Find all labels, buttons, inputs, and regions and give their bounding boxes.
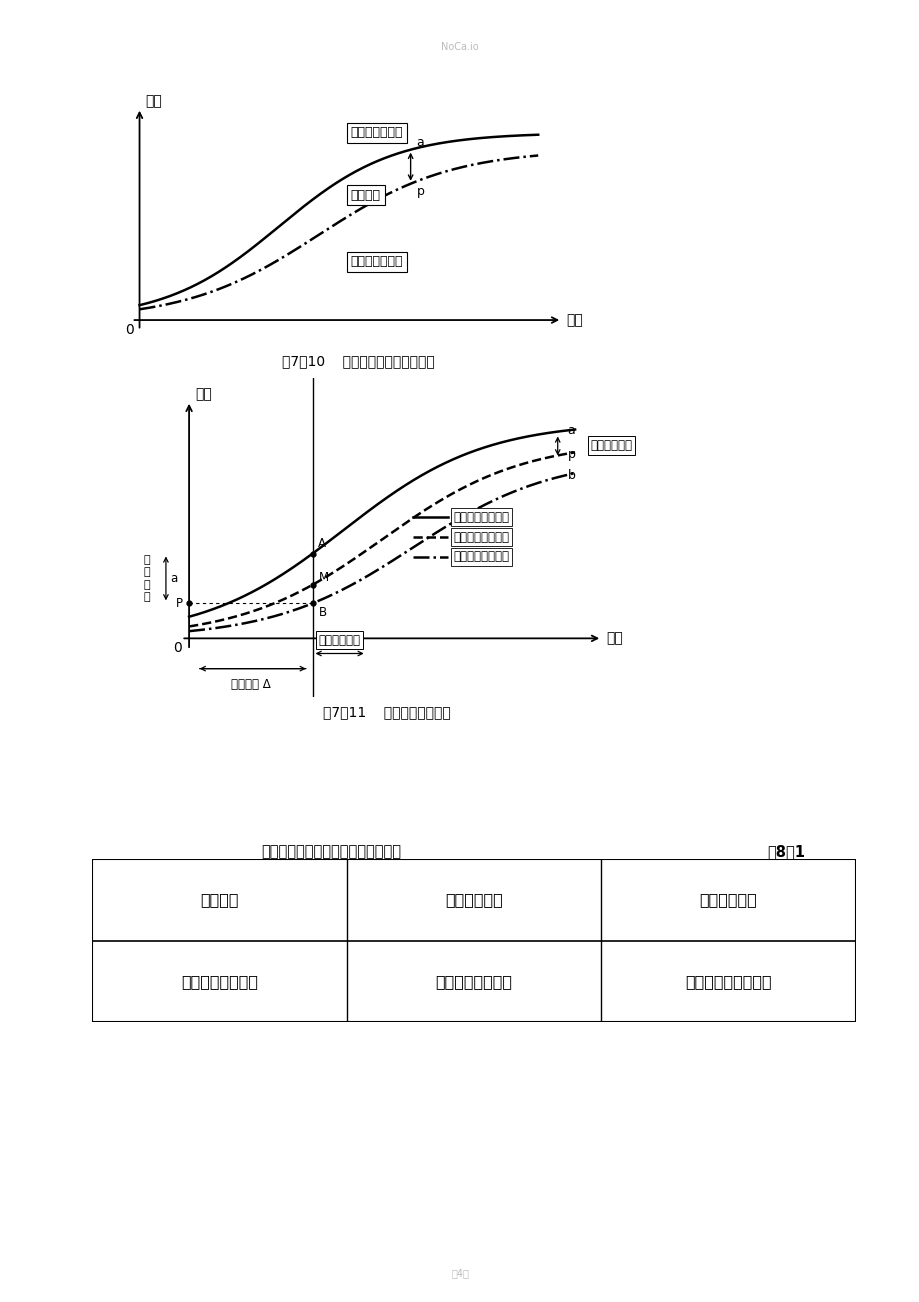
Text: M: M [318, 570, 328, 583]
Text: 表8－1: 表8－1 [766, 844, 804, 859]
Text: 加: 加 [143, 592, 150, 602]
Text: 图7－10    投资计划值与实际值曲线: 图7－10 投资计划值与实际值曲线 [282, 354, 435, 368]
Text: 增: 增 [143, 579, 150, 590]
Text: 区别项目: 区别项目 [199, 892, 238, 907]
Text: 0: 0 [173, 641, 182, 655]
Text: 编制单位及其部门: 编制单位及其部门 [180, 974, 257, 990]
Text: 投资: 投资 [195, 387, 211, 401]
Text: 拟完工程计划投资: 拟完工程计划投资 [453, 531, 509, 543]
Text: 工期拖延总数: 工期拖延总数 [318, 634, 360, 647]
Text: A: A [318, 536, 326, 549]
Text: 投: 投 [143, 555, 150, 565]
Text: 投资偏差: 投资偏差 [350, 189, 380, 202]
Text: p: p [416, 185, 424, 198]
Text: 承包方的预算部门: 承包方的预算部门 [435, 974, 512, 990]
Text: 资: 资 [143, 568, 150, 577]
Text: 笥4页: 笥4页 [450, 1268, 469, 1279]
Text: 项目业主的财务部门: 项目业主的财务部门 [685, 974, 771, 990]
Text: 投资实际值曲线: 投资实际值曲线 [350, 126, 403, 139]
Text: 已完工程计划投资: 已完工程计划投资 [453, 551, 509, 564]
Text: P: P [176, 596, 183, 609]
Text: a: a [416, 135, 424, 148]
Text: 投资计划值曲线: 投资计划值曲线 [350, 255, 403, 268]
Text: 投资增加总额: 投资增加总额 [590, 440, 632, 452]
Text: p: p [567, 448, 574, 461]
Text: NoCa.io: NoCa.io [441, 42, 478, 52]
Text: 投资: 投资 [145, 94, 162, 108]
Text: B: B [318, 605, 326, 618]
Text: 工程竣工结算和工程竣工决算的区别: 工程竣工结算和工程竣工决算的区别 [261, 844, 401, 859]
Text: b: b [567, 469, 574, 482]
Text: 工程竣工决算: 工程竣工决算 [698, 892, 756, 907]
Text: a: a [567, 424, 574, 437]
Text: a: a [170, 572, 176, 585]
Text: 图7－11    三条投资参数曲线: 图7－11 三条投资参数曲线 [323, 706, 449, 720]
Text: 已完工程实际投资: 已完工程实际投资 [453, 510, 509, 523]
Text: 工程竣工结算: 工程竣工结算 [445, 892, 502, 907]
Text: 工程拖延 Δ: 工程拖延 Δ [231, 678, 270, 691]
Text: 时间: 时间 [565, 312, 583, 327]
Text: 0: 0 [125, 323, 134, 337]
Text: 时间: 时间 [606, 631, 622, 646]
